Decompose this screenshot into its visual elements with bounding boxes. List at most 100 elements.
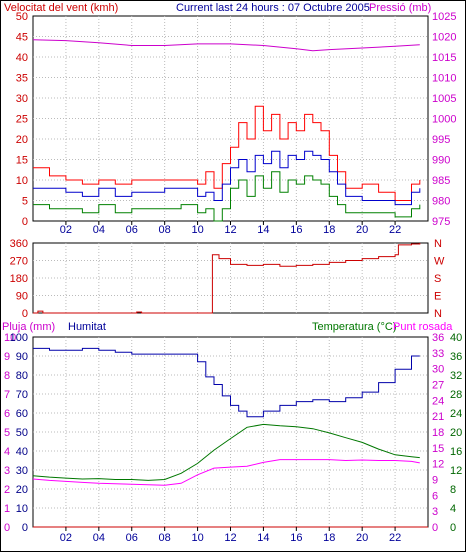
- humidity-axis-tick-label: 20: [16, 484, 28, 496]
- wind-axis-tick-label: 35: [16, 73, 28, 85]
- dewpoint-axis-tick-label: 3: [432, 506, 438, 518]
- temperature-axis-tick-label: 24: [450, 408, 462, 420]
- compass-tick-label: E: [434, 291, 441, 303]
- humidity-axis-tick-label: 10: [16, 503, 28, 515]
- humidity-axis-tick-label: 90: [16, 351, 28, 363]
- rain-axis-tick-label: 3: [4, 465, 10, 477]
- rain-axis-tick-label: 8: [4, 370, 10, 382]
- pressure-axis-tick-label: 990: [432, 155, 450, 167]
- dewpoint-axis-tick-label: 36: [432, 332, 444, 344]
- wind-axis-tick-label: 15: [16, 155, 28, 167]
- pressure-axis-tick-label: 975: [432, 216, 450, 228]
- x-tick-label: 20: [356, 532, 368, 544]
- rain-axis-tick-label: 2: [4, 484, 10, 496]
- direction-axis-tick-label: 90: [16, 291, 28, 303]
- temperature-axis-tick-label: 12: [450, 465, 462, 477]
- rain-axis-tick-label: 5: [4, 427, 10, 439]
- x-tick-label: 06: [126, 532, 138, 544]
- rain-axis-tick-label: 9: [4, 351, 10, 363]
- compass-tick-label: N: [434, 308, 442, 320]
- temperature-axis-tick-label: 8: [450, 484, 456, 496]
- dewpoint-series: [32, 459, 420, 486]
- rain-axis-tick-label: 6: [4, 408, 10, 420]
- climate-panel-frame: [32, 336, 429, 528]
- direction-panel-frame: [32, 242, 429, 314]
- humidity-axis-tick-label: 50: [16, 427, 28, 439]
- temperature-axis-tick-label: 20: [450, 427, 462, 439]
- pressure-axis-tick-label: 1020: [432, 32, 456, 44]
- x-tick-label: 04: [93, 532, 105, 544]
- direction-axis-tick-label: 360: [10, 238, 28, 250]
- x-tick-label: 14: [257, 224, 269, 236]
- dewpoint-label: Punt rosada: [393, 321, 453, 333]
- x-tick-label: 14: [257, 532, 269, 544]
- temperature-label: Temperatura (°C): [312, 321, 396, 333]
- humidity-axis-tick-label: 0: [22, 522, 28, 534]
- dewpoint-axis-tick-label: 24: [432, 395, 444, 407]
- x-tick-label: 12: [224, 532, 236, 544]
- dewpoint-axis-tick-label: 21: [432, 411, 444, 423]
- chart-title: Current last 24 hours : 07 Octubre 2005: [176, 2, 370, 14]
- wind-gust-series: [33, 105, 421, 201]
- rain-axis-tick-label: 7: [4, 389, 10, 401]
- x-tick-label: 18: [323, 224, 335, 236]
- direction-axis-tick-label: 180: [10, 273, 28, 285]
- dewpoint-axis-tick-label: 18: [432, 427, 444, 439]
- dewpoint-axis-tick-label: 6: [432, 490, 438, 502]
- compass-tick-label: W: [434, 256, 445, 268]
- humidity-axis-tick-label: 80: [16, 370, 28, 382]
- pressure-axis-tick-label: 1005: [432, 93, 456, 105]
- direction-axis-tick-label: 270: [10, 256, 28, 268]
- wind-axis-tick-label: 5: [22, 196, 28, 208]
- dewpoint-axis-tick-label: 33: [432, 348, 444, 360]
- wind-direction-series: [33, 243, 421, 314]
- pressure-axis-tick-label: 1025: [432, 11, 456, 23]
- pressure-axis-tick-label: 980: [432, 196, 450, 208]
- rain-axis-tick-label: 10: [4, 332, 16, 344]
- wind-axis-tick-label: 45: [16, 32, 28, 44]
- dewpoint-axis-tick-label: 9: [432, 475, 438, 487]
- x-tick-label: 22: [389, 224, 401, 236]
- x-tick-label: 18: [323, 532, 335, 544]
- x-tick-label: 16: [290, 224, 302, 236]
- humidity-axis-tick-label: 40: [16, 446, 28, 458]
- wind-axis-tick-label: 10: [16, 175, 28, 187]
- compass-tick-label: N: [434, 238, 442, 250]
- pressure-axis-tick-label: 1000: [432, 114, 456, 126]
- x-tick-label: 10: [191, 532, 203, 544]
- wind-axis-tick-label: 20: [16, 134, 28, 146]
- x-tick-label: 10: [191, 224, 203, 236]
- x-tick-label: 20: [356, 224, 368, 236]
- temperature-axis-tick-label: 4: [450, 503, 456, 515]
- pressure-axis-tick-label: 985: [432, 175, 450, 187]
- rain-axis-tick-label: 0: [4, 522, 10, 534]
- pressure-axis-tick-label: 1015: [432, 52, 456, 64]
- x-tick-label: 04: [93, 224, 105, 236]
- x-tick-label: 08: [159, 224, 171, 236]
- wind-average-series: [33, 150, 421, 206]
- dewpoint-axis-tick-label: 30: [432, 364, 444, 376]
- x-tick-label: 02: [60, 224, 72, 236]
- wind-axis-tick-label: 50: [16, 11, 28, 23]
- wind-speed-label: Velocitat del vent (kmh): [4, 2, 118, 14]
- x-tick-label: 02: [60, 532, 72, 544]
- x-tick-label: 16: [290, 532, 302, 544]
- wind-axis-tick-label: 30: [16, 93, 28, 105]
- direction-axis-tick-label: 0: [22, 308, 28, 320]
- wind-min-series: [33, 171, 421, 222]
- humidity-axis-tick-label: 60: [16, 408, 28, 420]
- temperature-series: [32, 423, 420, 481]
- dewpoint-axis-tick-label: 12: [432, 459, 444, 471]
- rain-axis-tick-label: 4: [4, 446, 10, 458]
- rain-axis-tick-label: 1: [4, 503, 10, 515]
- temperature-axis-tick-label: 32: [450, 370, 462, 382]
- pressure-axis-tick-label: 1010: [432, 73, 456, 85]
- humidity-label: Humitat: [68, 321, 106, 333]
- humidity-axis-tick-label: 70: [16, 389, 28, 401]
- pressure-series: [32, 39, 420, 52]
- dewpoint-axis-tick-label: 27: [432, 380, 444, 392]
- temperature-axis-tick-label: 40: [450, 332, 462, 344]
- temperature-axis-tick-label: 0: [450, 522, 456, 534]
